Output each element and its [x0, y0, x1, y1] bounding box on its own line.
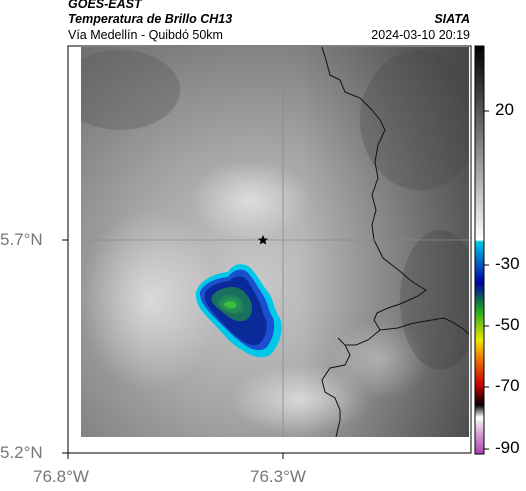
colorbar: [474, 45, 485, 455]
satellite-image: [81, 47, 469, 437]
border-line-branch: [345, 329, 381, 346]
colorbar-tick-minus70: -70: [495, 376, 520, 395]
star-icon: [258, 235, 268, 245]
border-line: [321, 47, 469, 335]
lon-label-76-8: 76.8°W: [33, 467, 89, 486]
colorbar-tick-minus30: -30: [495, 254, 520, 273]
lon-label-76-3: 76.3°W: [250, 467, 306, 486]
lat-label-5-7: 5.7°N: [0, 230, 43, 249]
region-subtitle: Vía Medellín - Quibdó 50km: [68, 28, 223, 42]
satellite-title: GOES-EAST: [68, 0, 142, 11]
colorbar-tick-20: 20: [495, 100, 514, 119]
colorbar-tick-minus90: -90: [495, 438, 520, 457]
product-title: Temperatura de Brillo CH13: [68, 12, 233, 26]
colorbar-tick-minus50: -50: [495, 315, 520, 334]
cold-cloud-cluster: [195, 264, 282, 358]
brand-label: SIATA: [434, 12, 470, 26]
border-line-south: [321, 337, 351, 437]
datetime-label: 2024-03-10 20:19: [371, 28, 470, 42]
lat-label-5-2: 5.2°N: [0, 443, 43, 462]
